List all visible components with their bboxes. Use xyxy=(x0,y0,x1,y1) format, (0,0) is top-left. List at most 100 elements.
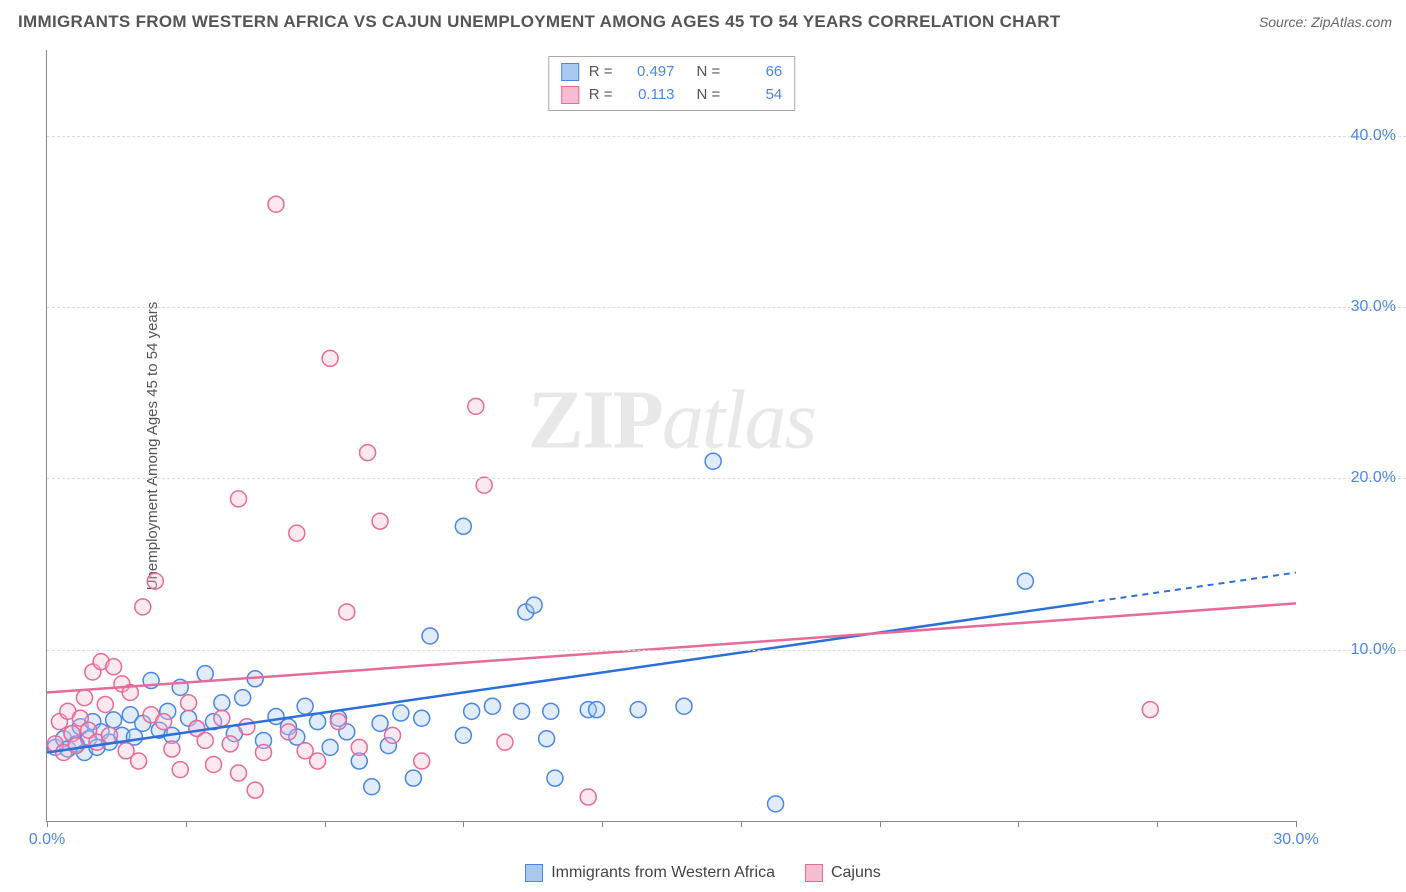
scatter-point-pink xyxy=(164,741,180,757)
scatter-point-pink xyxy=(280,724,296,740)
legend-item-blue: Immigrants from Western Africa xyxy=(525,864,775,882)
scatter-point-blue xyxy=(214,695,230,711)
scatter-point-blue xyxy=(464,703,480,719)
n-value-pink: 54 xyxy=(730,84,782,107)
scatter-point-blue xyxy=(405,770,421,786)
gridline xyxy=(47,650,1406,651)
y-tick-label: 10.0% xyxy=(1306,641,1396,659)
scatter-point-blue xyxy=(705,453,721,469)
legend-label-blue: Immigrants from Western Africa xyxy=(551,864,775,882)
scatter-point-blue xyxy=(235,690,251,706)
x-tick xyxy=(463,821,464,827)
scatter-point-pink xyxy=(135,599,151,615)
scatter-point-pink xyxy=(106,659,122,675)
swatch-pink-icon xyxy=(561,86,579,104)
r-value-pink: 0.113 xyxy=(623,84,675,107)
scatter-point-blue xyxy=(547,770,563,786)
scatter-point-blue xyxy=(455,727,471,743)
n-label: N = xyxy=(697,61,721,84)
trendline-blue-dashed xyxy=(1088,573,1296,603)
corr-legend-row-blue: R =0.497N =66 xyxy=(561,61,783,84)
scatter-point-pink xyxy=(131,753,147,769)
scatter-point-blue xyxy=(539,731,555,747)
scatter-point-pink xyxy=(247,782,263,798)
scatter-point-pink xyxy=(197,732,213,748)
series-legend: Immigrants from Western Africa Cajuns xyxy=(0,864,1406,882)
x-tick xyxy=(1296,821,1297,827)
scatter-point-pink xyxy=(372,513,388,529)
scatter-point-pink xyxy=(310,753,326,769)
scatter-point-blue xyxy=(414,710,430,726)
scatter-point-pink xyxy=(181,695,197,711)
swatch-blue-icon xyxy=(525,864,543,882)
x-tick xyxy=(880,821,881,827)
scatter-point-blue xyxy=(364,779,380,795)
scatter-point-blue xyxy=(543,703,559,719)
correlation-legend: R =0.497N =66R =0.113N =54 xyxy=(548,56,796,111)
scatter-point-blue xyxy=(393,705,409,721)
scatter-point-blue xyxy=(630,702,646,718)
scatter-point-pink xyxy=(214,710,230,726)
scatter-point-pink xyxy=(147,573,163,589)
swatch-blue-icon xyxy=(561,63,579,81)
scatter-point-blue xyxy=(106,712,122,728)
scatter-point-pink xyxy=(172,762,188,778)
scatter-point-pink xyxy=(476,477,492,493)
x-tick-label: 0.0% xyxy=(29,831,65,849)
scatter-point-pink xyxy=(97,696,113,712)
scatter-point-blue xyxy=(768,796,784,812)
x-tick xyxy=(1018,821,1019,827)
scatter-point-blue xyxy=(484,698,500,714)
x-tick xyxy=(186,821,187,827)
legend-item-pink: Cajuns xyxy=(805,864,881,882)
x-tick xyxy=(602,821,603,827)
scatter-point-pink xyxy=(206,756,222,772)
source-attribution: Source: ZipAtlas.com xyxy=(1259,14,1392,30)
scatter-point-pink xyxy=(468,398,484,414)
scatter-point-pink xyxy=(289,525,305,541)
n-label: N = xyxy=(697,84,721,107)
scatter-point-pink xyxy=(1142,702,1158,718)
y-tick-label: 30.0% xyxy=(1306,298,1396,316)
scatter-point-blue xyxy=(514,703,530,719)
x-tick xyxy=(741,821,742,827)
scatter-point-blue xyxy=(372,715,388,731)
scatter-point-pink xyxy=(580,789,596,805)
x-tick xyxy=(47,821,48,827)
scatter-point-pink xyxy=(414,753,430,769)
scatter-point-blue xyxy=(422,628,438,644)
scatter-point-pink xyxy=(231,491,247,507)
scatter-point-pink xyxy=(268,196,284,212)
chart-container: IMMIGRANTS FROM WESTERN AFRICA VS CAJUN … xyxy=(0,0,1406,892)
scatter-point-pink xyxy=(156,714,172,730)
y-tick-label: 20.0% xyxy=(1306,469,1396,487)
scatter-point-pink xyxy=(330,714,346,730)
scatter-point-pink xyxy=(255,744,271,760)
scatter-point-blue xyxy=(455,518,471,534)
scatter-point-blue xyxy=(589,702,605,718)
scatter-point-pink xyxy=(101,727,117,743)
r-value-blue: 0.497 xyxy=(623,61,675,84)
scatter-point-blue xyxy=(1017,573,1033,589)
scatter-point-pink xyxy=(76,690,92,706)
plot-svg xyxy=(47,50,1296,821)
r-label: R = xyxy=(589,84,613,107)
x-tick xyxy=(1157,821,1158,827)
scatter-point-blue xyxy=(310,714,326,730)
legend-label-pink: Cajuns xyxy=(831,864,881,882)
scatter-point-pink xyxy=(231,765,247,781)
scatter-point-pink xyxy=(222,736,238,752)
scatter-point-blue xyxy=(676,698,692,714)
scatter-point-blue xyxy=(322,739,338,755)
scatter-point-pink xyxy=(68,738,84,754)
gridline xyxy=(47,307,1406,308)
scatter-point-pink xyxy=(339,604,355,620)
scatter-point-pink xyxy=(360,445,376,461)
gridline xyxy=(47,478,1406,479)
swatch-pink-icon xyxy=(805,864,823,882)
gridline xyxy=(47,136,1406,137)
n-value-blue: 66 xyxy=(730,61,782,84)
y-tick-label: 40.0% xyxy=(1306,127,1396,145)
scatter-point-blue xyxy=(197,666,213,682)
scatter-point-pink xyxy=(351,739,367,755)
